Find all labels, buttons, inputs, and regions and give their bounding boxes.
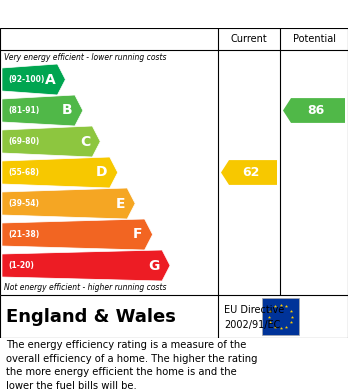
Text: Current: Current [231,34,267,44]
Polygon shape [2,126,100,157]
Text: (55-68): (55-68) [8,168,39,177]
Text: EU Directive: EU Directive [224,305,284,315]
Polygon shape [2,250,170,281]
Text: D: D [96,165,108,179]
Text: Not energy efficient - higher running costs: Not energy efficient - higher running co… [4,283,166,292]
Polygon shape [2,64,65,95]
Text: (21-38): (21-38) [8,230,39,239]
Bar [262,298,299,335]
Text: F: F [133,228,143,242]
Text: (39-54): (39-54) [8,199,39,208]
Text: England & Wales: England & Wales [6,307,176,325]
Text: The energy efficiency rating is a measure of the
overall efficiency of a home. T: The energy efficiency rating is a measur… [6,340,258,391]
Polygon shape [2,188,135,219]
Polygon shape [2,95,83,126]
Text: Potential: Potential [293,34,335,44]
Text: 86: 86 [307,104,325,117]
Text: B: B [62,104,73,118]
Text: Energy Efficiency Rating: Energy Efficiency Rating [7,7,217,22]
Polygon shape [2,219,153,250]
Text: (69-80): (69-80) [8,137,39,146]
Polygon shape [221,160,277,185]
Polygon shape [283,98,345,123]
Text: A: A [45,72,55,86]
Text: 62: 62 [242,166,260,179]
Text: (1-20): (1-20) [8,261,34,270]
Text: 2002/91/EC: 2002/91/EC [224,320,280,330]
Text: (81-91): (81-91) [8,106,39,115]
Text: G: G [149,258,160,273]
Text: E: E [116,197,125,210]
Polygon shape [2,157,118,188]
Text: C: C [80,135,90,149]
Text: (92-100): (92-100) [8,75,45,84]
Text: Very energy efficient - lower running costs: Very energy efficient - lower running co… [4,53,166,62]
